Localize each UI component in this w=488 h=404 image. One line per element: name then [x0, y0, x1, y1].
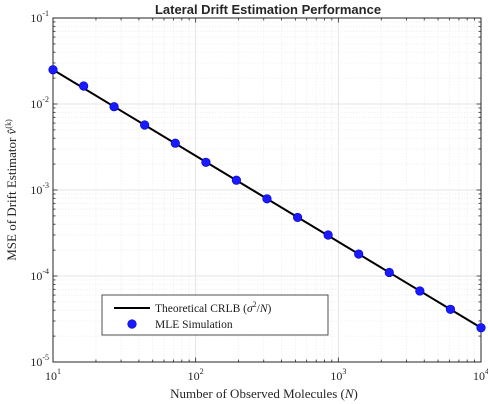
legend-crlb-sigma: σ	[247, 303, 254, 315]
legend-entry-crlb: Theoretical CRLB (σ2/N)	[155, 300, 272, 315]
mle-point	[170, 138, 180, 148]
legend-marker-swatch	[127, 319, 137, 329]
y-tick-exponent: -3	[42, 181, 49, 190]
mle-point	[384, 267, 394, 278]
legend-box	[101, 294, 329, 336]
x-tick-label: 103	[330, 367, 346, 383]
series-layer	[48, 65, 486, 333]
legend-crlb-square: 2	[253, 300, 257, 309]
y-tick-label: 10-5	[30, 353, 49, 369]
mle-point	[354, 249, 364, 259]
y-tick-label: 10-1	[30, 9, 49, 25]
y-tick-exponent: -4	[42, 267, 49, 276]
y-tick-exponent: -2	[42, 95, 49, 104]
y-label-text: MSE of Drift Estimator	[4, 134, 19, 260]
legend-crlb-slash: /	[257, 303, 261, 315]
x-tick-label: 101	[45, 367, 61, 383]
y-tick-label: 10-2	[30, 95, 49, 111]
y-label-superscript: (k)	[4, 119, 13, 129]
mle-point	[262, 194, 272, 204]
mle-point	[415, 286, 425, 296]
grid-layer	[52, 18, 481, 363]
y-tick-base: 10	[30, 183, 42, 197]
y-tick-base: 10	[30, 355, 42, 369]
x-label-text: Number of Observed Molecules (	[170, 386, 345, 401]
legend-crlb-text: Theoretical CRLB (	[155, 303, 247, 315]
mle-point	[231, 175, 242, 185]
y-tick-base: 10	[30, 269, 42, 283]
x-tick-exponent: 2	[200, 367, 204, 376]
mle-point	[445, 304, 456, 314]
x-tick-label: 104	[473, 367, 488, 383]
x-tick-exponent: 1	[57, 367, 61, 376]
y-tick-label: 10-3	[30, 181, 49, 197]
y-axis-label: MSE of Drift Estimator v̂(k)	[4, 119, 19, 261]
y-tick-exponent: -1	[42, 9, 49, 18]
mle-point	[323, 230, 333, 240]
mle-point	[201, 157, 211, 167]
mle-point	[292, 212, 303, 223]
x-axis-label: Number of Observed Molecules (N)	[170, 386, 358, 401]
x-tick-exponent: 3	[342, 367, 346, 376]
legend-crlb-close: )	[268, 303, 272, 315]
mle-point	[79, 81, 89, 91]
y-tick-base: 10	[30, 11, 42, 25]
x-tick-exponent: 4	[485, 367, 488, 376]
chart-title: Lateral Drift Estimation Performance	[155, 2, 381, 17]
x-tick-base: 10	[45, 369, 57, 383]
mle-point	[476, 323, 486, 333]
y-label-var: v̂	[4, 128, 19, 134]
y-tick-label: 10-4	[30, 267, 49, 283]
x-tick-base: 10	[188, 369, 200, 383]
y-tick-base: 10	[30, 97, 42, 111]
y-tick-exponent: -5	[42, 353, 49, 362]
legend-entry-mle: MLE Simulation	[155, 319, 233, 331]
legend-crlb-n: N	[259, 303, 269, 315]
mle-point	[109, 102, 119, 112]
legend: Theoretical CRLB (σ2/N) MLE Simulation	[101, 294, 329, 336]
x-tick-base: 10	[330, 369, 342, 383]
x-tick-base: 10	[473, 369, 485, 383]
mle-point	[140, 120, 150, 130]
x-label-close: )	[354, 386, 358, 401]
x-label-var: N	[344, 386, 355, 401]
mle-point	[48, 65, 58, 75]
x-tick-label: 102	[188, 367, 204, 383]
